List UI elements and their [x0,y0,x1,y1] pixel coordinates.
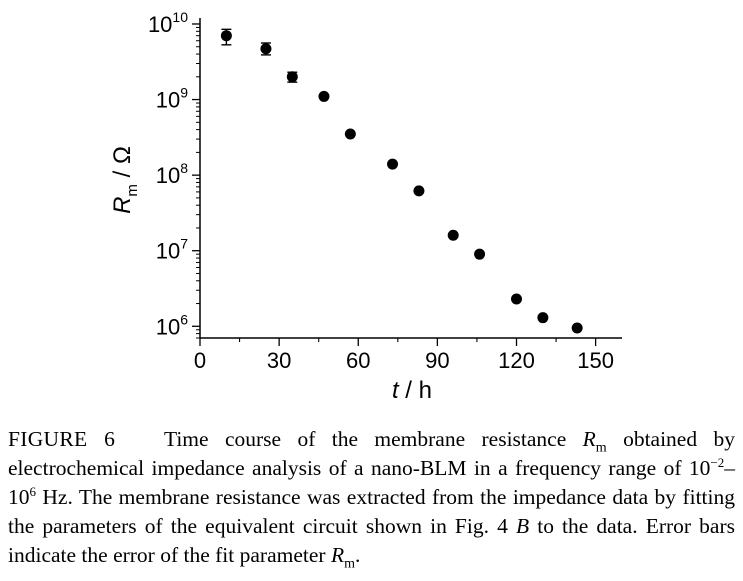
y-tick-label: 1010 [148,9,188,37]
data-point [344,128,356,140]
caption-text-3: –10 [8,456,735,509]
caption-symbol-r2-sub: m [344,556,355,572]
figure-caption: FIGURE 6 Time course of the membrane res… [8,425,736,572]
caption-exp-2: 6 [29,483,37,499]
data-point [220,30,232,42]
data-point [511,293,522,305]
x-tick-label: 90 [425,348,449,373]
y-tick-label: 109 [156,85,188,113]
y-tick-label: 108 [156,160,188,188]
caption-text-6: . [354,543,361,567]
chart-svg: 0 30 60 90 120 150 106 107 108 109 1010 Rm / Ω t /… [109,9,622,404]
data-point [537,312,549,324]
caption-text-5: to the data. Error bars indicate the err… [8,514,736,567]
caption-symbol-r-sub: m [595,440,607,456]
caption-symbol-r: R [582,427,596,451]
data-point [474,248,486,260]
caption-symbol-r2: R [330,543,345,567]
y-tick-label: 107 [156,236,188,264]
y-tick-label: 106 [156,311,188,339]
x-tick-label: 120 [498,348,535,373]
data-point [413,185,425,197]
chart: 0 30 60 90 120 150 106 107 108 109 1010 Rm / Ω t /… [109,9,622,404]
data-points [220,28,583,334]
x-axis-label: t / h [392,377,432,404]
x-tick-label: 30 [267,348,291,373]
caption-label: FIGURE 6 [8,427,116,451]
data-point [260,43,272,55]
data-point [387,158,399,170]
caption-exp-1: −2 [710,454,725,470]
data-point [286,71,298,83]
caption-text-1: Time course of the membrane resistance [163,427,583,451]
data-point [447,229,459,241]
x-tick-label: 0 [194,348,206,373]
caption-fig-ref: B [515,514,530,538]
x-tick-label: 60 [346,348,370,373]
caption-text-2: obtained by electrochemical impedance an… [8,427,735,480]
data-point [318,90,330,102]
x-tick-label: 150 [577,348,614,373]
caption-text-4: Hz. The membrane resistance was extracte… [8,485,735,538]
y-axis-label: Rm / Ω [109,146,141,214]
data-point [571,322,583,334]
axes: 0 30 60 90 120 150 106 107 108 109 1010 [148,9,622,373]
